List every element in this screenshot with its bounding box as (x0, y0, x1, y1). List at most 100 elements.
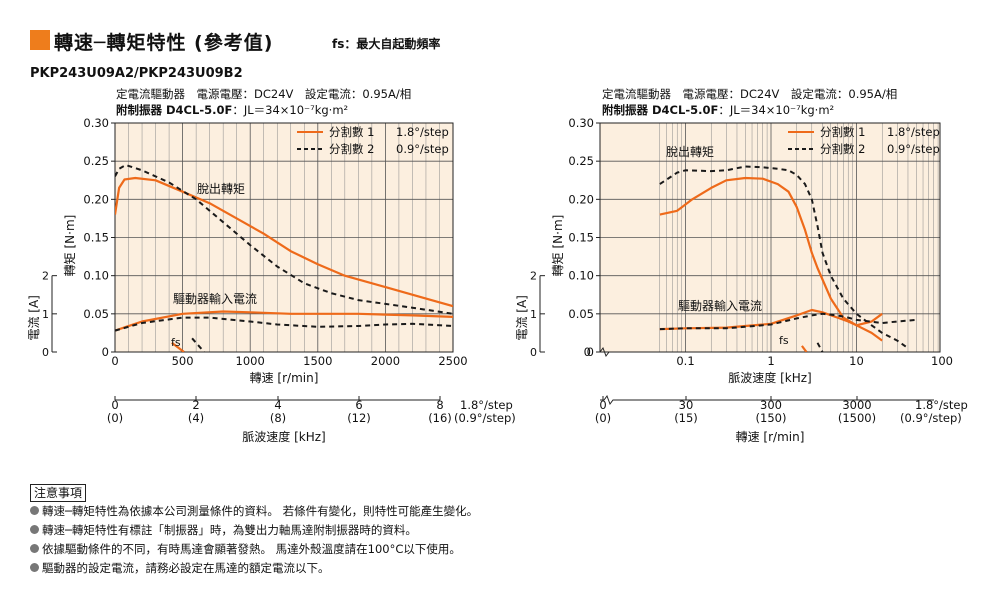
note-text: 轉速─轉矩特性為依據本公司測量條件的資料。 若條件有變化，則特性可能產生變化。 (42, 504, 479, 518)
bullet-icon (30, 563, 39, 572)
chart2-secondary-unit: 1.8°/step (915, 398, 968, 412)
chart1-secondary-unit: 1.8°/step (460, 398, 513, 412)
chart1-frame (114, 122, 454, 353)
chart2-current-tick-label: 0 (530, 346, 537, 359)
chart2-y-tick-label: 0.05 (568, 307, 594, 321)
chart1-secondary-tick-label: 2 (192, 398, 199, 412)
chart1-y-tick-label: 0 (102, 345, 109, 359)
chart2-annotation-fs: fs (779, 334, 789, 347)
chart2-y-tick-label: 0.15 (568, 231, 594, 245)
chart2-y-tick-label: 0.10 (568, 269, 594, 283)
note-text: 依據驅動條件的不同，有時馬達會顯著發熱。 馬達外殼溫度請在100°C以下使用。 (42, 542, 461, 556)
model-number: PKP243U09A2/PKP243U09B2 (30, 66, 243, 81)
chart1-y-tick-label: 0.30 (83, 116, 109, 130)
note-item: 依據驅動條件的不同，有時馬達會顯著發熱。 馬達外殼溫度請在100°C以下使用。 (30, 541, 461, 557)
chart2-secondary-tick-label: 3000 (842, 398, 871, 412)
chart1-x-tick-label: 0 (111, 354, 118, 368)
chart2-legend-label: 分割數 2 (820, 142, 865, 156)
chart1-y-tick-label: 0.05 (83, 307, 109, 321)
chart1-y-tick-label: 0.20 (83, 192, 109, 206)
chart2-y-tick-label: 0.20 (568, 192, 594, 206)
chart1-secondary-tick-label-half: (12) (347, 411, 371, 425)
chart2-axis-break-icon (596, 346, 610, 358)
chart2-annotation-current: 驅動器輸入電流 (678, 298, 762, 313)
chart1-secondary-tick-label-half: (0) (107, 411, 123, 425)
chart1-vibration-damper: 附制振器 D4CL-5.0F：JL＝34×10⁻⁷kg·m² (116, 102, 348, 118)
chart1-inertia: ：JL＝34×10⁻⁷kg·m² (232, 103, 349, 117)
chart1-secondary-tick-label: 0 (111, 398, 118, 412)
chart2-current-tick-label: 1 (530, 308, 537, 321)
bullet-icon (30, 506, 39, 515)
chart1-legend-label: 分割數 2 (329, 142, 374, 156)
chart2-secondary-tick-label-half: (0) (595, 411, 611, 425)
chart2-x-tick-label: 0.1 (676, 354, 694, 368)
chart2-y-label-torque: 轉矩 [N·m] (551, 215, 565, 277)
chart2-series-5 (816, 342, 824, 352)
chart1-secondary-tick-label: 8 (436, 398, 443, 412)
chart1-legend-label: 分割數 1 (329, 125, 374, 139)
chart2-x-label: 脈波速度 [kHz] (728, 370, 811, 385)
chart2-y-tick-label: 0.30 (568, 116, 594, 130)
chart1-x-tick-label: 2000 (371, 354, 400, 368)
chart1-series-3 (115, 316, 453, 332)
chart2-secondary-tick-label-half: (15) (674, 411, 698, 425)
chart2-series-0 (659, 176, 883, 342)
chart2-legend-label: 分割數 1 (820, 125, 865, 139)
chart2-annotation-pullout: 脫出轉矩 (666, 144, 714, 159)
chart1-secondary-unit-half: (0.9°/step) (454, 411, 516, 425)
torque-charts: 00.050.100.150.200.250.300 500 1000 1500 200… (27, 116, 968, 444)
chart1-secondary-tick-label-half: (4) (188, 411, 204, 425)
chart1-x-tick-label: 2500 (438, 354, 467, 368)
chart2-inertia: ：JL＝34×10⁻⁷kg·m² (718, 103, 835, 117)
chart2-legend-step: 1.8°/step (887, 125, 940, 139)
chart2-series-3 (659, 312, 917, 331)
chart1-current-tick-label: 2 (42, 270, 49, 283)
chart1-annotation-pullout: 脫出轉矩 (197, 181, 245, 196)
chart1-annotation-current: 驅動器輸入電流 (173, 291, 257, 306)
chart1-secondary-tick-label: 4 (274, 398, 281, 412)
chart1-x-label: 轉速 [r/min] (250, 371, 319, 385)
title-marker (30, 30, 50, 50)
chart1-current-tick-label: 0 (42, 346, 49, 359)
chart1-x-tick-label: 500 (172, 354, 194, 368)
chart2-legend-step: 0.9°/step (887, 142, 940, 156)
chart2-y-label-current: 電流 [A] (515, 295, 529, 340)
chart1-y-tick-label: 0.10 (83, 269, 109, 283)
chart1-secondary-tick-label-half: (8) (270, 411, 286, 425)
chart2-secondary-tick-label: 0 (599, 398, 606, 412)
note-item: 轉速─轉矩特性為依據本公司測量條件的資料。 若條件有變化，則特性可能產生變化。 (30, 503, 478, 519)
chart1-legend-step: 1.8°/step (396, 125, 449, 139)
chart2-x-tick-label: 0 (584, 345, 591, 359)
fs-definition: fs：最大自起動頻率 (332, 37, 441, 51)
chart1-series-5 (191, 337, 205, 352)
bullet-icon (30, 525, 39, 534)
chart2-secondary-tick-label: 30 (679, 398, 694, 412)
note-item: 轉速─轉矩特性有標註「制振器」時，為雙出力軸馬達附制振器時的資料。 (30, 522, 417, 538)
page-title: 轉速─轉矩特性 (參考值) (54, 32, 274, 54)
chart2-secondary-tick-label-half: (1500) (838, 411, 876, 425)
chart1-condition: 定電流驅動器 電源電壓：DC24V 設定電流：0.95A/相 (116, 87, 412, 101)
bullet-icon (30, 544, 39, 553)
chart2-x-tick-label: 10 (849, 354, 864, 368)
note-text: 驅動器的設定電流，請務必設定在馬達的額定電流以下。 (42, 561, 330, 575)
chart1-y-tick-label: 0.15 (83, 231, 109, 245)
note-item: 驅動器的設定電流，請務必設定在馬達的額定電流以下。 (30, 560, 330, 576)
chart1-legend-step: 0.9°/step (396, 142, 449, 156)
chart1-secondary-tick-label-half: (16) (428, 411, 452, 425)
chart1-series-0 (115, 176, 453, 308)
chart1-annotation-fs: fs (171, 336, 181, 349)
chart2-y-tick-label: 0.25 (568, 154, 594, 168)
chart2-series-4 (801, 345, 808, 352)
chart1-series-2 (115, 310, 453, 332)
chart1-y-label-torque: 轉矩 [N·m] (63, 215, 77, 277)
chart1-damper-model: 附制振器 D4CL-5.0F (116, 103, 233, 117)
chart2-secondary-tick-label: 300 (760, 398, 782, 412)
chart2-damper-model: 附制振器 D4CL-5.0F (602, 103, 719, 117)
chart2-x-tick-label: 100 (931, 354, 953, 368)
notes-heading: 注意事項 (30, 484, 87, 502)
chart2-frame (599, 122, 941, 353)
chart2-x-tick-label: 1 (767, 354, 774, 368)
chart1-current-tick-label: 1 (42, 308, 49, 321)
note-text: 轉速─轉矩特性有標註「制振器」時，為雙出力軸馬達附制振器時的資料。 (42, 523, 417, 537)
chart1-series-4 (171, 341, 185, 352)
